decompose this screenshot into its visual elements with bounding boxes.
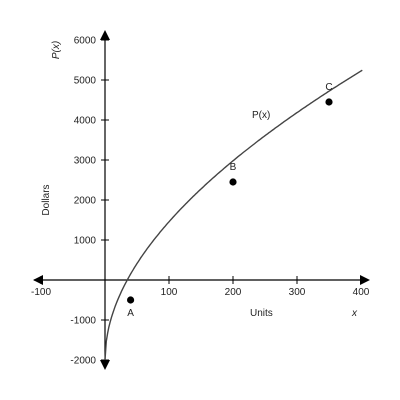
axes — [33, 30, 370, 370]
point-label-c: C — [325, 82, 332, 93]
y-tick-label: 5000 — [74, 76, 97, 87]
x-tick-label: -100 — [31, 287, 51, 298]
y-tick-label: -1000 — [70, 316, 96, 327]
y-tick-label: -2000 — [70, 356, 96, 367]
data-points: A B C — [127, 82, 333, 319]
x-tick-label: 400 — [353, 287, 370, 298]
y-axis-arrow-down — [100, 360, 110, 370]
profit-curve — [104, 69, 363, 361]
point-label-a: A — [127, 308, 134, 319]
y-axis-variable: P(x) — [51, 41, 62, 59]
y-axis-title: Dollars — [41, 184, 52, 215]
x-axis-title: Units — [250, 308, 273, 319]
x-axis-arrow-right — [360, 275, 370, 285]
x-tick-label: 200 — [225, 287, 242, 298]
x-axis-variable: x — [351, 308, 358, 319]
point-label-b: B — [230, 162, 237, 173]
ticks: -100 100 200 300 400 -2000 -1000 1000 2000 3000 40… — [31, 36, 370, 367]
x-tick-label: 100 — [161, 287, 178, 298]
y-tick-label: 3000 — [74, 156, 97, 167]
point-b — [229, 178, 237, 186]
curve-label: P(x) — [252, 110, 270, 121]
y-tick-label: 6000 — [74, 36, 97, 47]
x-tick-label: 300 — [289, 287, 306, 298]
y-tick-label: 4000 — [74, 116, 97, 127]
point-a — [127, 296, 135, 304]
point-c — [325, 98, 333, 106]
y-tick-label: 1000 — [74, 236, 97, 247]
y-axis-arrow-up — [100, 30, 110, 40]
y-tick-label: 2000 — [74, 196, 97, 207]
